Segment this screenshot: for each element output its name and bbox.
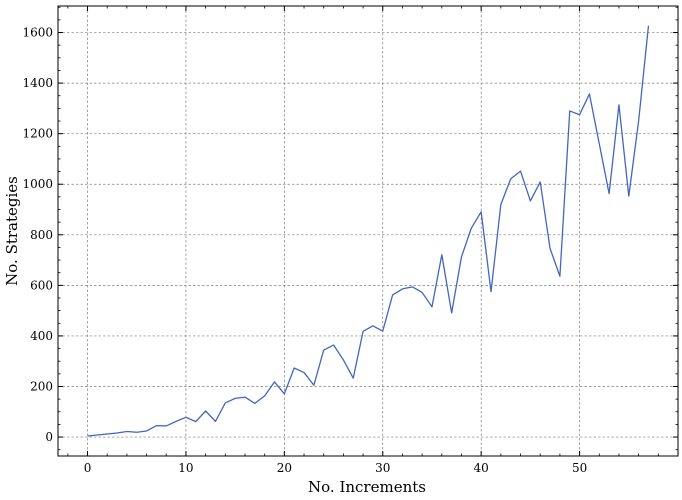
y-axis-ticks: 0 200 400 600 800 1000 1200 1400 1600 (22, 6, 678, 451)
y-tick-label: 1200 (22, 127, 53, 141)
series-line (87, 25, 650, 437)
y-tick-label: 0 (45, 430, 53, 444)
grid (58, 6, 678, 456)
x-tick-label: 40 (474, 461, 489, 475)
y-axis-title: No. Strategies (3, 176, 21, 286)
x-axis-ticks: 0 10 20 30 40 50 (67, 6, 659, 475)
y-tick-label: 400 (30, 329, 53, 343)
y-tick-label: 600 (30, 278, 53, 292)
x-tick-label: 10 (178, 461, 193, 475)
y-tick-label: 200 (30, 379, 53, 393)
y-tick-label: 800 (30, 228, 53, 242)
x-tick-label: 0 (84, 461, 92, 475)
y-tick-label: 1000 (22, 177, 53, 191)
y-tick-label: 1600 (22, 26, 53, 40)
y-tick-label: 1400 (22, 76, 53, 90)
x-axis-title: No. Increments (308, 478, 426, 496)
x-tick-label: 20 (277, 461, 292, 475)
x-tick-label: 50 (572, 461, 587, 475)
series-lines (87, 25, 650, 437)
plot-frame (57, 5, 679, 457)
x-tick-label: 30 (375, 461, 390, 475)
